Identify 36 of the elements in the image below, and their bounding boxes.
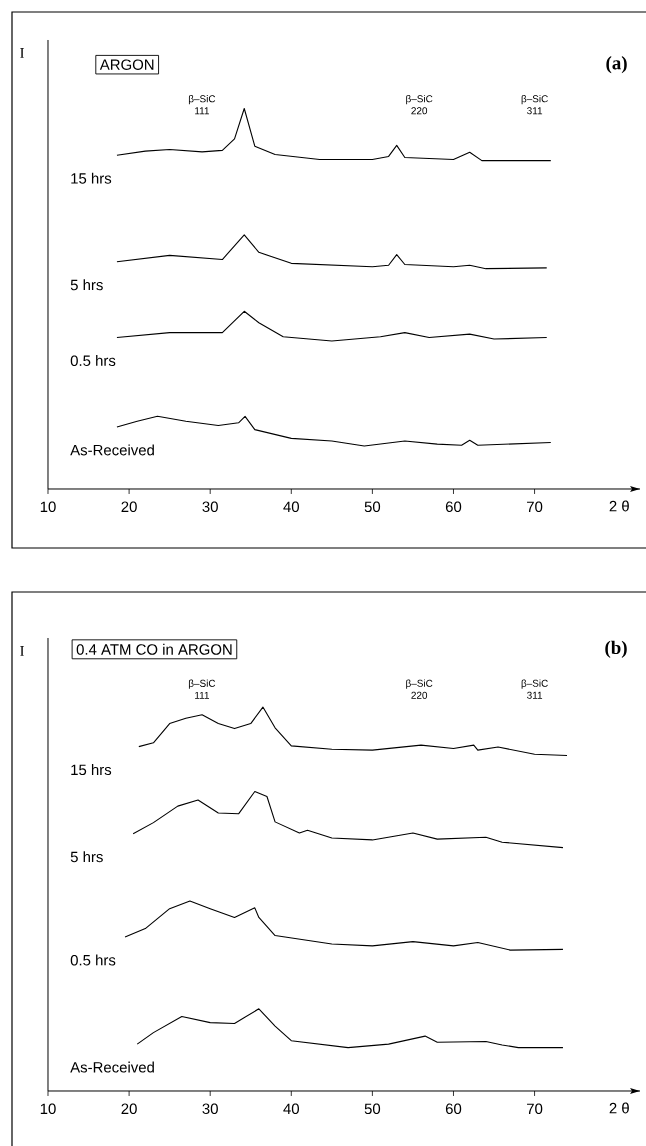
chart-title: 0.4 ATM CO in ARGON: [76, 643, 232, 655]
annotation: β–SiC 311: [521, 95, 548, 115]
text: (b): [605, 640, 627, 658]
text: β–SiC 220: [406, 679, 433, 699]
series-label: 0.5 hrs: [70, 954, 116, 966]
x-tick-label: 30: [202, 501, 218, 513]
series-label: As-Received: [70, 444, 154, 456]
x-tick-label: 60: [445, 501, 462, 513]
series-label: As-Received: [70, 1061, 154, 1073]
text: 15 hrs: [71, 764, 112, 776]
x-tick-label: 20: [121, 501, 137, 513]
x-tick-label: 30: [202, 1103, 218, 1115]
text: β–SiC 111: [188, 679, 216, 699]
x-tick-label: 70: [527, 501, 543, 513]
x-tick-label: 10: [40, 501, 56, 513]
x-tick-label: 10: [40, 1103, 56, 1115]
series-label: 15 hrs: [71, 172, 112, 184]
x-tick-label: 20: [121, 1103, 137, 1115]
annotation: β–SiC 220: [406, 95, 433, 115]
x-tick-label: 50: [364, 1103, 381, 1115]
series-label: 0.5 hrs: [70, 355, 116, 366]
x-tick-label: 50: [364, 501, 381, 513]
x-tick-label: 60: [445, 1103, 462, 1115]
chart-title: ARGON: [99, 59, 154, 70]
x-tick-label: 40: [283, 501, 299, 513]
x-axis-title: 2 θ: [609, 500, 629, 512]
text: β–SiC 311: [521, 679, 548, 699]
y-axis-title: I: [20, 646, 25, 656]
text: 5 hrs: [70, 851, 103, 863]
x-tick-label: 40: [283, 1103, 299, 1115]
annotation: β–SiC 111: [188, 95, 216, 115]
x-axis-title: 2 θ: [609, 1102, 629, 1114]
y-axis-title: I: [20, 48, 25, 58]
x-tick-label: 70: [527, 1103, 543, 1115]
series-label: 5 hrs: [70, 279, 103, 291]
text: (a): [606, 56, 627, 74]
